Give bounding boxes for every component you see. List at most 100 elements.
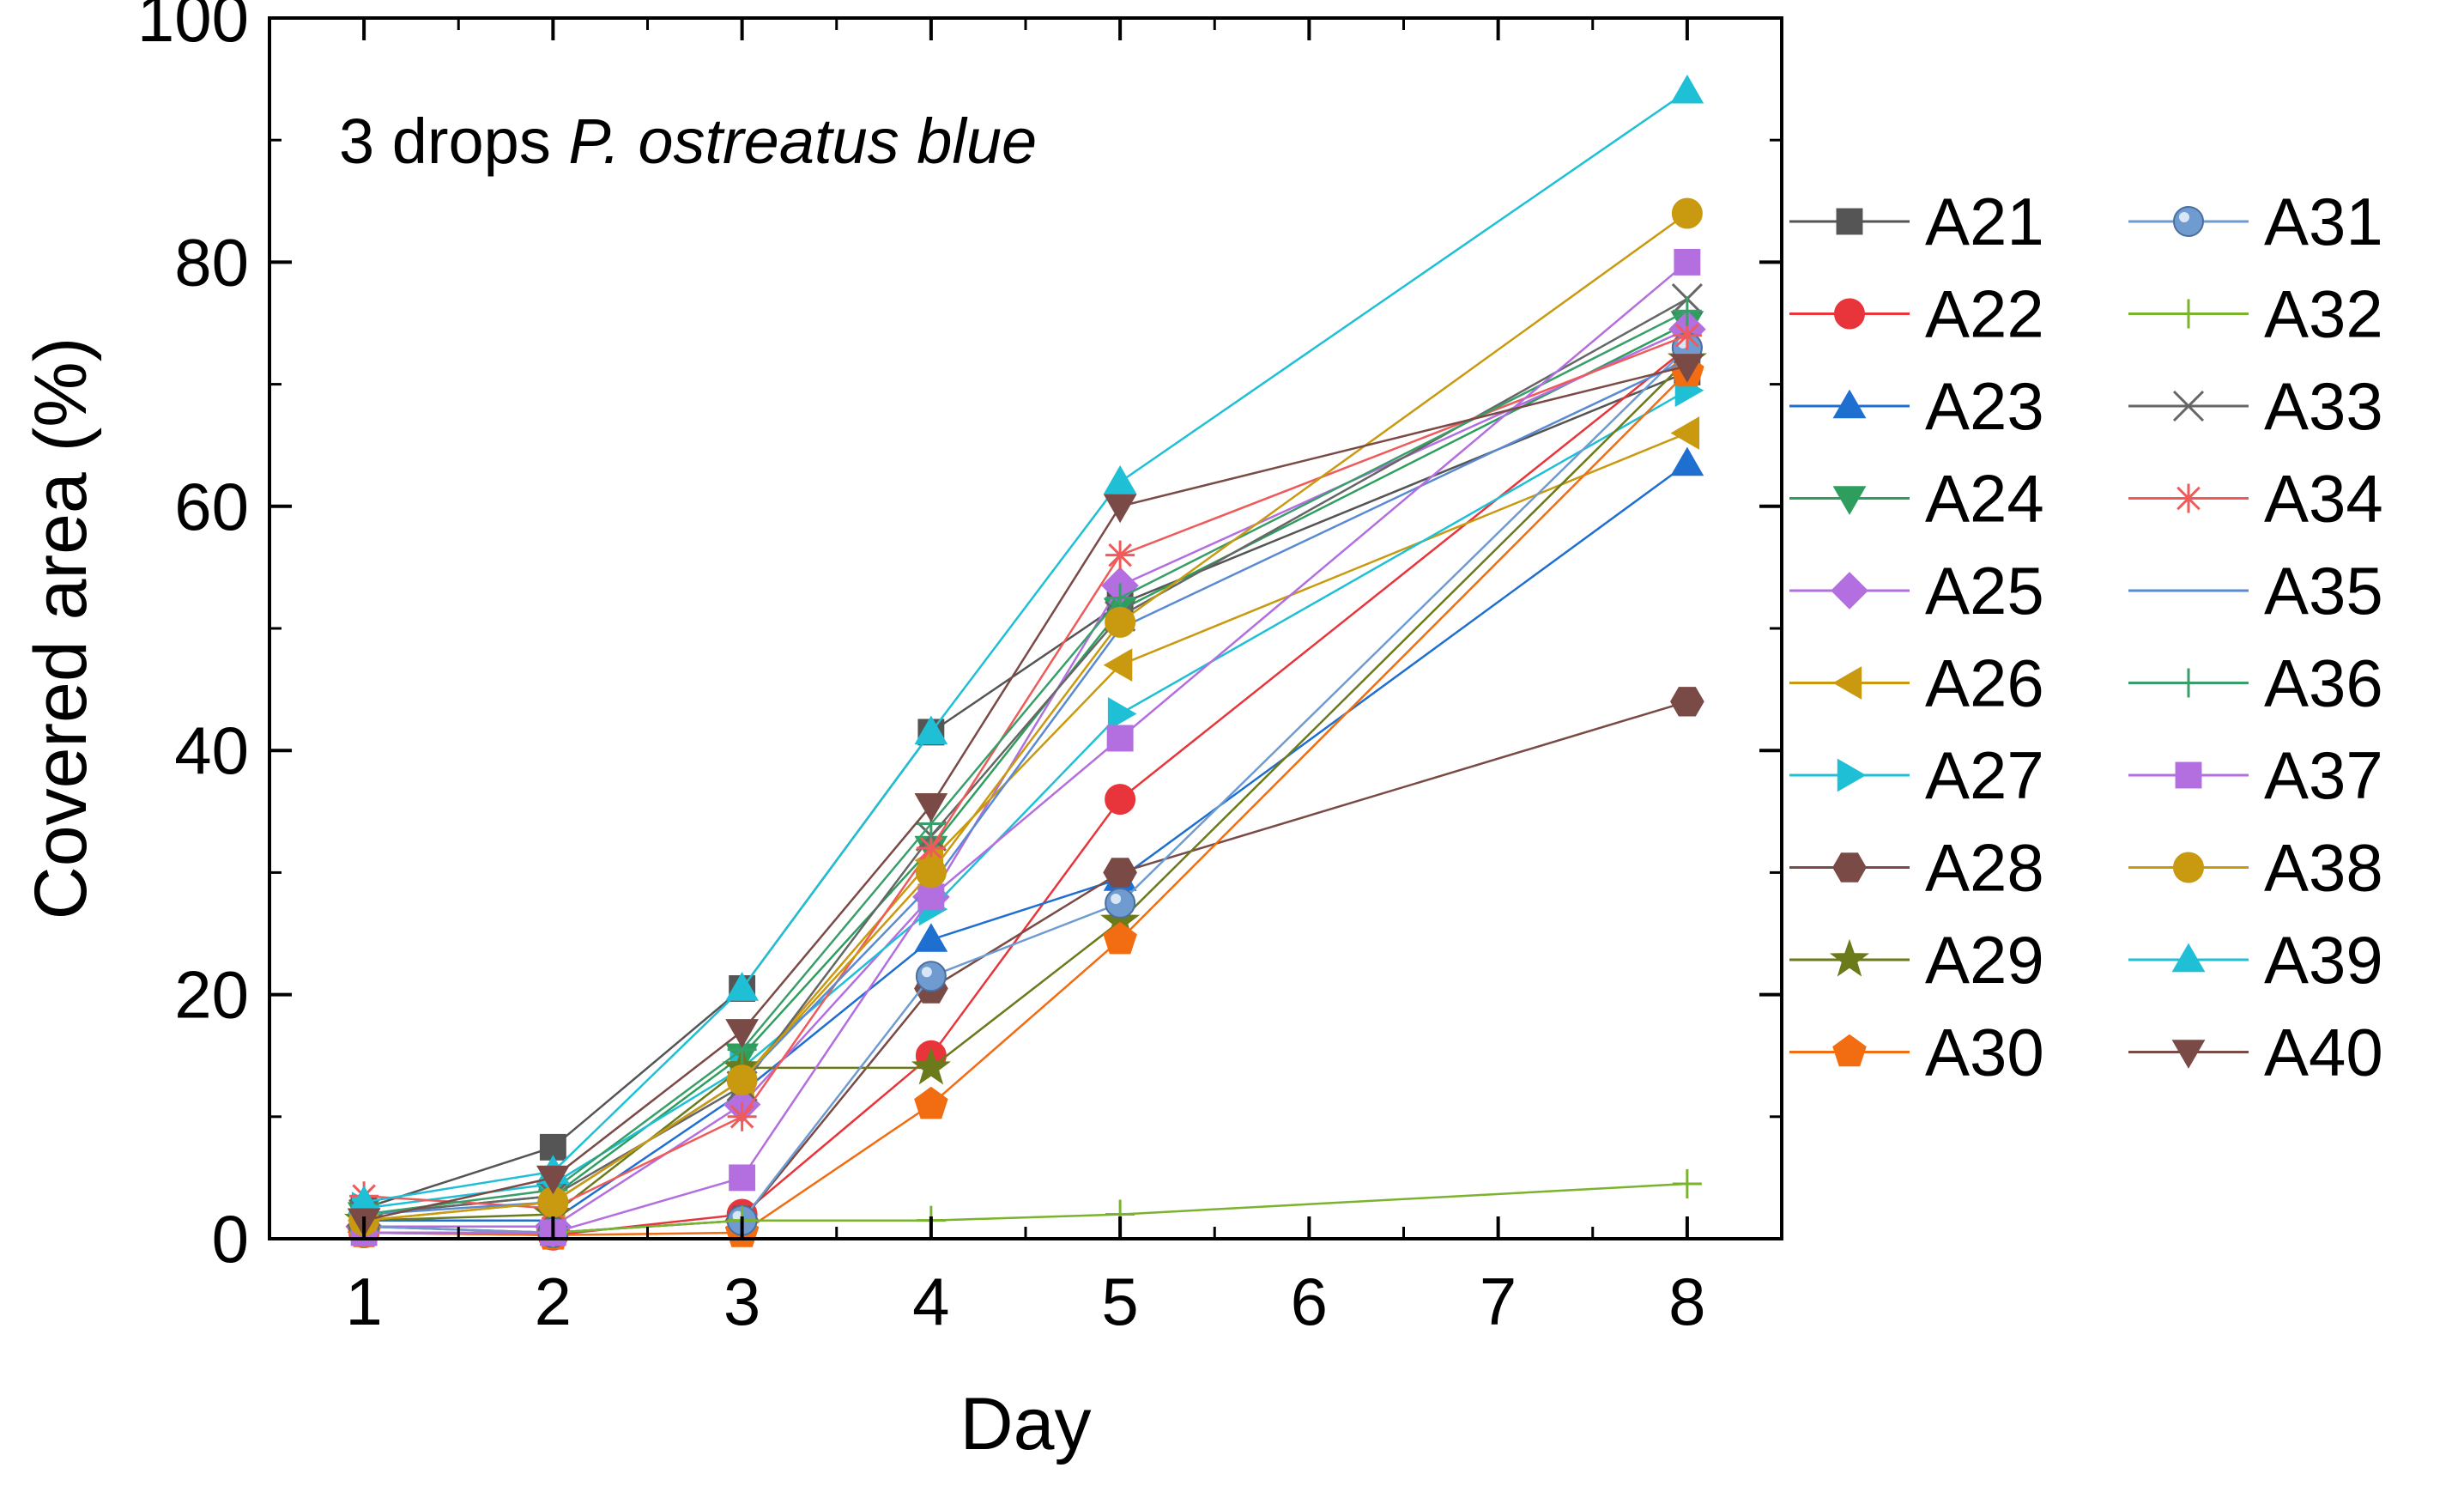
data-point-a39-day-4 xyxy=(914,715,948,745)
legend-label: A24 xyxy=(1925,461,2044,537)
legend-label: A32 xyxy=(2264,276,2383,352)
data-point-a39-day-3 xyxy=(725,972,760,1001)
series-line-a38 xyxy=(363,212,1688,1222)
data-point-a40-day-3 xyxy=(725,1019,760,1048)
series-a30 xyxy=(347,354,1704,1250)
data-point-a38-day-8 xyxy=(1671,197,1703,229)
legend-item-a26: A26 xyxy=(1789,646,2044,721)
legend-label: A29 xyxy=(1925,922,2044,998)
data-point-a27-day-5 xyxy=(1107,697,1137,731)
legend-label: A34 xyxy=(2264,461,2383,537)
legend-item-a38: A38 xyxy=(2128,830,2383,906)
legend: A21 A22 A23 A24 A25 A26 A27 A28 A29 A30 A31 A32 A33 A… xyxy=(1789,184,2383,1090)
legend-marker xyxy=(1836,208,1863,235)
series-line-a27 xyxy=(363,389,1688,1210)
legend-label: A27 xyxy=(1925,737,2044,813)
series-line-a25 xyxy=(364,328,1688,1228)
data-point-a37-day-8 xyxy=(1674,248,1701,276)
legend-item-a33: A33 xyxy=(2128,368,2383,444)
data-point-a34-day-3 xyxy=(727,1101,757,1131)
series-a39 xyxy=(347,74,1704,1215)
legend-label: A36 xyxy=(2264,646,2383,721)
legend-label: A38 xyxy=(2264,830,2383,906)
legend-label: A37 xyxy=(2264,737,2383,813)
legend-marker xyxy=(2174,299,2203,329)
data-point-a39-day-5 xyxy=(1103,464,1137,494)
legend-item-a27: A27 xyxy=(1789,737,2044,813)
legend-marker xyxy=(1832,666,1862,700)
x-tick-label: 8 xyxy=(1668,1264,1705,1339)
legend-marker xyxy=(1832,486,1867,515)
data-point-a29-day-4 xyxy=(911,1046,951,1085)
series-line-a34 xyxy=(364,334,1688,1210)
series-a21 xyxy=(350,358,1701,1222)
plot-frame xyxy=(268,16,1783,1240)
data-point-a38-day-4 xyxy=(915,857,947,889)
y-tick-label: 60 xyxy=(174,469,249,544)
data-point-a26-day-8 xyxy=(1670,416,1700,450)
annotation-prefix: 3 drops xyxy=(339,106,568,177)
series-line-a22 xyxy=(364,346,1688,1236)
legend-marker xyxy=(1832,852,1867,883)
x-axis-title: Day xyxy=(960,1383,1092,1465)
series-line-a29 xyxy=(364,359,1688,1222)
series-line-a21 xyxy=(363,371,1688,1210)
legend-marker xyxy=(2174,483,2203,513)
legend-marker xyxy=(1832,389,1867,419)
data-point-a38-day-3 xyxy=(726,1064,758,1096)
series-a27 xyxy=(351,373,1704,1225)
data-point-a37-day-4 xyxy=(917,883,945,911)
x-tick-label: 6 xyxy=(1291,1264,1328,1339)
series-a40 xyxy=(347,354,1704,1238)
y-tick-label: 0 xyxy=(212,1201,249,1277)
legend-item-a30: A30 xyxy=(1789,1015,2044,1090)
data-point-a28-day-8 xyxy=(1670,687,1704,717)
legend-marker xyxy=(2175,761,2202,789)
legend-item-a40: A40 xyxy=(2128,1015,2383,1090)
legend-item-a35: A35 xyxy=(2128,553,2383,628)
legend-item-a34: A34 xyxy=(2128,461,2383,537)
legend-item-a24: A24 xyxy=(1789,461,2044,537)
legend-item-a22: A22 xyxy=(1789,276,2044,352)
data-point-a40-day-8 xyxy=(1670,354,1704,383)
legend-marker xyxy=(1837,758,1867,792)
legend-item-a39: A39 xyxy=(2128,922,2383,998)
data-point-a30-day-5 xyxy=(1103,921,1137,955)
legend-label: A30 xyxy=(1925,1015,2044,1090)
series-a35 xyxy=(364,359,1688,1216)
data-point-a34-day-5 xyxy=(1105,540,1135,570)
series-line-a30 xyxy=(364,371,1688,1236)
series-a23 xyxy=(347,446,1704,1233)
legend-label: A40 xyxy=(2264,1015,2383,1090)
legend-marker xyxy=(2173,206,2204,237)
series-a34 xyxy=(349,320,1702,1223)
legend-label: A39 xyxy=(2264,922,2383,998)
x-tick-label: 2 xyxy=(535,1264,572,1339)
series-line-a24 xyxy=(363,322,1688,1216)
y-tick-label: 40 xyxy=(174,713,249,788)
legend-marker xyxy=(1829,938,1870,977)
legend-item-a31: A31 xyxy=(2128,184,2383,259)
legend-item-a29: A29 xyxy=(1789,922,2044,998)
data-point-a34-day-8 xyxy=(1672,320,1702,350)
data-point-a40-day-4 xyxy=(914,793,948,822)
series-a25 xyxy=(345,310,1706,1246)
x-tick-label: 3 xyxy=(723,1264,760,1339)
series-a31 xyxy=(348,331,1703,1248)
legend-item-a37: A37 xyxy=(2128,737,2383,813)
series-line-a26 xyxy=(363,432,1688,1222)
annotation-species: P. ostreatus blue xyxy=(568,106,1037,177)
legend-label: A35 xyxy=(2264,553,2383,628)
data-point-a30-day-4 xyxy=(914,1086,948,1119)
legend-marker xyxy=(1834,298,1865,330)
series-layer xyxy=(344,74,1707,1251)
series-line-a31 xyxy=(364,347,1688,1234)
series-line-a23 xyxy=(364,462,1688,1222)
x-tick-label: 4 xyxy=(912,1264,949,1339)
data-point-a37-day-5 xyxy=(1106,725,1134,752)
legend-marker xyxy=(2171,943,2206,973)
x-tick-label: 5 xyxy=(1101,1264,1138,1339)
series-line-a33 xyxy=(363,298,1688,1216)
